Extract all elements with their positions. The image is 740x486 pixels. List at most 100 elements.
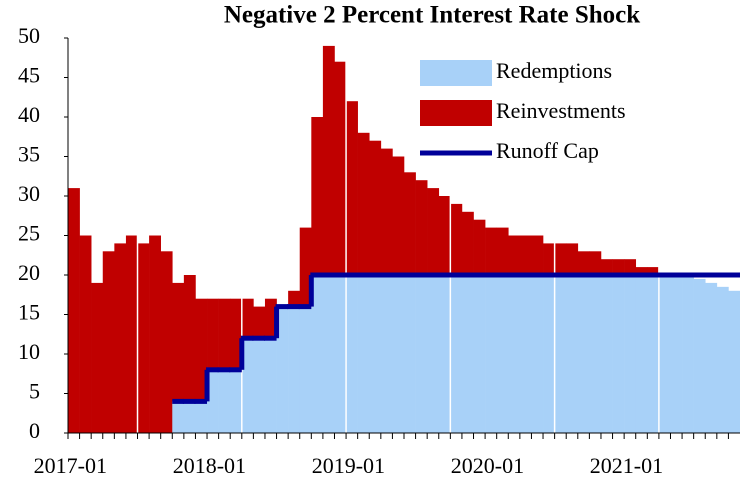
bar-segment: [589, 251, 602, 275]
bar-segment: [299, 306, 312, 433]
bar-segment: [612, 275, 625, 433]
y-tick-label: 5: [29, 379, 40, 404]
bar-segment: [322, 45, 335, 276]
bar-segment: [635, 267, 648, 275]
bar-segment: [288, 290, 301, 307]
bar-segment: [195, 298, 208, 402]
bar-segment: [600, 275, 613, 433]
legend-label: Reinvestments: [496, 98, 626, 123]
bar-segment: [311, 275, 324, 433]
bar-segment: [450, 275, 463, 433]
bar-segment: [288, 306, 301, 433]
y-tick-label: 20: [18, 260, 40, 285]
bar-segment: [508, 235, 521, 275]
y-tick-label: 35: [18, 142, 40, 167]
bar-segment: [519, 275, 532, 433]
y-tick-label: 50: [18, 23, 40, 48]
bar-segment: [322, 275, 335, 433]
bar-segment: [450, 203, 463, 275]
bar-segment: [346, 275, 358, 433]
bar-segment: [346, 101, 358, 275]
bar-segment: [357, 132, 370, 275]
y-tick-label: 45: [18, 63, 40, 88]
bar-segment: [577, 275, 590, 433]
bar-segment: [589, 275, 602, 433]
bar-segment: [427, 275, 440, 433]
bar-segment: [716, 286, 729, 433]
bar-segment: [264, 338, 277, 433]
bar-segment: [543, 243, 555, 275]
y-tick-label: 0: [29, 418, 40, 443]
bar-segment: [496, 227, 509, 275]
bar-segment: [102, 251, 115, 433]
x-tick-label: 2018-01: [173, 453, 246, 478]
bar-segment: [670, 275, 683, 433]
bar-segment: [230, 369, 243, 433]
x-tick-label: 2019-01: [312, 453, 385, 478]
bar-segment: [68, 188, 80, 433]
bar-segment: [647, 267, 660, 275]
chart-title: Negative 2 Percent Interest Rate Shock: [224, 2, 640, 29]
bar-segment: [79, 235, 92, 433]
bar-segment: [658, 275, 671, 433]
y-tick-label: 30: [18, 181, 40, 206]
legend-swatch: [420, 100, 492, 126]
bar-segment: [404, 275, 416, 433]
bar-segment: [415, 180, 428, 275]
bar-segment: [566, 243, 579, 275]
bar-segment: [624, 259, 637, 275]
bar-segment: [566, 275, 579, 433]
bar-segment: [380, 275, 393, 433]
bar-segment: [612, 259, 625, 275]
bar-segment: [519, 235, 532, 275]
bar-segment: [125, 235, 138, 433]
bar-segment: [172, 401, 185, 433]
bar-segment: [183, 401, 196, 433]
bar-segment: [334, 61, 347, 276]
bar-segment: [682, 275, 694, 433]
bar-segment: [149, 235, 161, 433]
bar-segment: [218, 369, 231, 433]
bar-segment: [311, 117, 324, 275]
y-tick-label: 10: [18, 339, 40, 364]
bar-segment: [195, 401, 208, 433]
bar-segment: [299, 227, 312, 307]
bar-segment: [496, 275, 509, 433]
bar-segment: [264, 298, 277, 339]
legend-label: Redemptions: [496, 58, 612, 83]
bar-segment: [635, 275, 648, 433]
x-tick-label: 2020-01: [451, 453, 524, 478]
bar-segment: [693, 278, 706, 433]
bar-segment: [253, 338, 266, 433]
bar-segment: [473, 275, 486, 433]
bar-segment: [369, 275, 382, 433]
bar-segment: [230, 298, 243, 370]
bar-segment: [183, 275, 196, 402]
bar-segment: [369, 140, 382, 275]
bar-segment: [531, 235, 544, 275]
bar-segment: [241, 338, 254, 433]
bar-segment: [600, 259, 613, 275]
bar-segment: [531, 275, 544, 433]
bar-segment: [728, 290, 740, 433]
bar-segment: [473, 219, 486, 275]
bar-segment: [392, 156, 405, 275]
bar-segment: [438, 196, 451, 275]
bar-segment: [554, 243, 567, 275]
bar-segment: [624, 275, 637, 433]
bar-segment: [276, 306, 289, 433]
y-tick-label: 25: [18, 221, 40, 246]
bar-segment: [114, 243, 127, 433]
legend-label: Runoff Cap: [496, 138, 599, 163]
bar-segment: [508, 275, 521, 433]
bar-segment: [160, 251, 173, 433]
bar-segment: [218, 298, 231, 370]
bar-segment: [392, 275, 405, 433]
bar-segment: [172, 282, 185, 402]
y-tick-label: 15: [18, 300, 40, 325]
bar-segment: [485, 275, 497, 433]
x-tick-label: 2017-01: [34, 453, 107, 478]
bar-segment: [554, 275, 567, 433]
bar-segment: [207, 369, 219, 433]
